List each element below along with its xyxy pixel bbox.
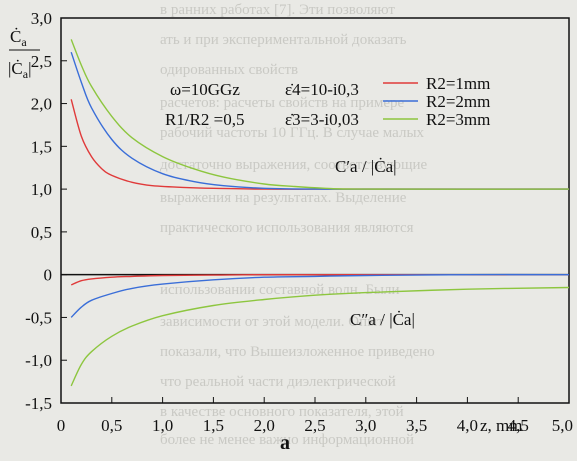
imag-part-label: C″a / |Ċa| [350,310,415,329]
real-part-label: C′a / |Ċa| [335,157,397,176]
figure-label: a [280,432,290,454]
y-tick-label: 2,0 [31,95,52,114]
series-imag-r2-2mm [70,273,570,318]
series-real-r2-3mm [70,39,570,190]
x-tick-label: 2,0 [254,416,275,435]
eps4-annotation: ε̇4=10-i0,3 [285,80,359,99]
x-tick-label: 1,0 [152,416,173,435]
y-tick-label: 1,5 [31,137,52,156]
y-axis-title-numerator: Ċa [10,27,27,49]
x-tick-label: 0 [57,416,66,435]
x-tick-label: 0,5 [101,416,122,435]
y-tick-label: 2,5 [31,52,52,71]
eps3-annotation: ε̇3=3-i0,03 [285,110,359,129]
y-tick-label: -1,5 [25,394,52,413]
x-tick-label: 4,5 [508,416,529,435]
y-tick-label: -1,0 [25,351,52,370]
x-tick-label: 3,0 [355,416,376,435]
y-tick-label: 1,0 [31,180,52,199]
y-axis-title-denominator: |Ċa| [8,59,31,81]
x-tick-label: 2,5 [304,416,325,435]
plot-frame [60,17,570,404]
series-lines [70,39,570,387]
legend: R2=1mm R2=2mm R2=3mm [383,74,490,129]
legend-label-r2-1mm: R2=1mm [426,74,490,93]
x-tick-label: 3,5 [406,416,427,435]
x-tick-label: 4,0 [457,416,478,435]
ratio-annotation: R1/R2 =0,5 [165,110,245,129]
y-tick-label: 3,0 [31,9,52,28]
series-imag-r2-1mm [70,273,569,286]
x-tick-label: 5,0 [552,416,573,435]
y-tick-label: -0,5 [25,308,52,327]
axes: 0 0,5 1,0 1,5 2,0 2,5 3,0 3,5 4,0 4,5 5,0 -1,5 -1,0 -… [25,9,573,435]
legend-label-r2-3mm: R2=3mm [426,110,490,129]
x-axis-title: z, mm [480,416,523,435]
legend-label-r2-2mm: R2=2mm [426,92,490,111]
y-tick-label: 0 [44,266,53,285]
y-tick-label: 0,5 [31,223,52,242]
series-imag-r2-3mm [70,286,570,387]
x-tick-label: 1,5 [203,416,224,435]
omega-annotation: ω=10GGz [170,80,240,99]
